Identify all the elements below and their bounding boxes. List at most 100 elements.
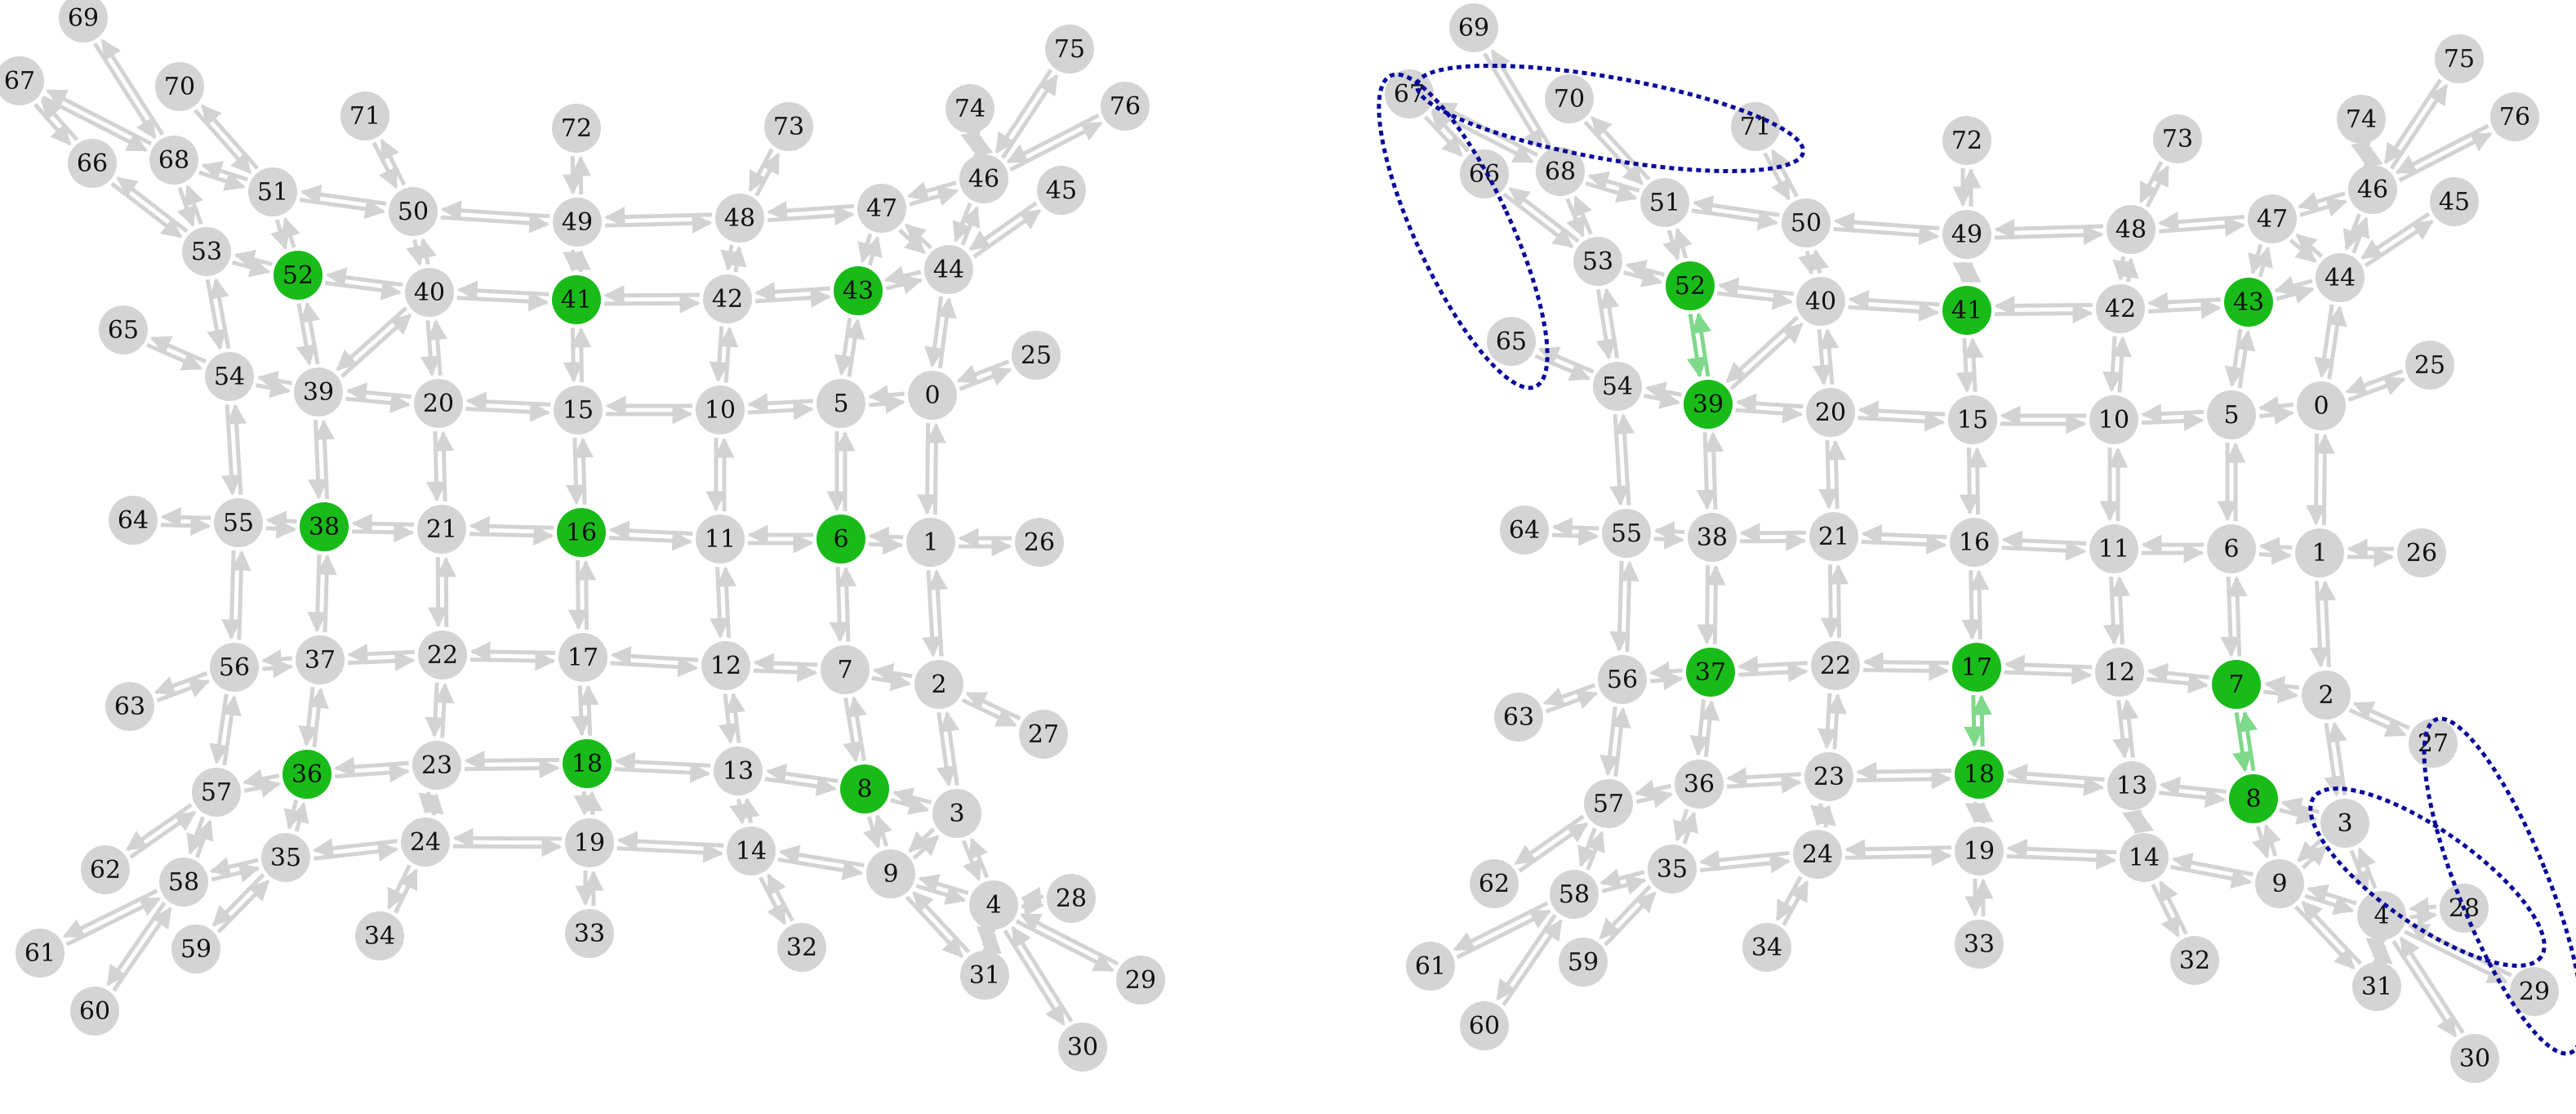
node-circle (261, 833, 310, 882)
edge-27-2 (2352, 701, 2411, 730)
node-circle (857, 184, 906, 233)
edge-13-18 (2006, 763, 2105, 784)
node-label: 71 (349, 102, 380, 131)
edge-41-40 (1848, 290, 1940, 311)
edge-12-17 (2004, 654, 2093, 675)
edge-24-19 (452, 836, 563, 858)
edge-45-44 (2360, 212, 2431, 260)
node-36: 36 (1675, 760, 1724, 809)
edge-76-46 (2395, 123, 2489, 175)
edge-48-47 (2159, 216, 2245, 237)
edge-52-40 (1716, 289, 1794, 310)
node-circle (2120, 833, 2169, 882)
edge-1-0 (925, 422, 946, 515)
node-label: 49 (562, 208, 593, 237)
edge-58-60 (106, 901, 167, 987)
edge-5-0 (869, 393, 906, 414)
node-circle (2320, 799, 2369, 848)
node-label: 2 (931, 671, 946, 699)
edge-46-44 (2342, 213, 2363, 251)
edge-67-68 (41, 95, 148, 153)
node-label: 54 (214, 363, 245, 391)
edge-20-40 (427, 319, 448, 376)
edge-21-38 (351, 513, 415, 534)
node-circle (1116, 956, 1165, 1005)
node-circle (2255, 859, 2304, 908)
node-20: 20 (1806, 388, 1855, 437)
node-label: 19 (1964, 837, 1995, 866)
edge-31-4 (981, 932, 1002, 955)
edge-7-8 (2232, 711, 2253, 773)
node-circle (2316, 253, 2365, 302)
edge-22-37 (347, 644, 415, 665)
node-circle (2170, 936, 2219, 985)
edge-42-48 (2118, 256, 2139, 283)
node-label: 55 (223, 509, 254, 537)
node-label: 64 (1509, 516, 1540, 545)
node-circle (1804, 752, 1853, 801)
edge-23-24 (1810, 803, 1831, 827)
node-label: 69 (68, 4, 99, 33)
node-layer: 0123456789101112131415161718192021222324… (0, 0, 1165, 1072)
node-label: 5 (2223, 401, 2239, 430)
node-73: 73 (764, 102, 813, 151)
node-37: 37 (1686, 648, 1735, 697)
edge-56-63 (153, 671, 208, 696)
edge-10-42 (2111, 336, 2133, 393)
node-49: 49 (1942, 210, 1991, 259)
node-label: 73 (773, 113, 804, 141)
edge-57-62 (125, 803, 193, 852)
node-label: 59 (180, 935, 211, 964)
node-label: 65 (1496, 328, 1527, 356)
edge-46-75 (1000, 74, 1059, 159)
edge-75-46 (2383, 78, 2443, 165)
node-68: 68 (1536, 147, 1585, 196)
edge-34-24 (1782, 880, 1809, 926)
edge-23-24 (418, 791, 439, 815)
node-20: 20 (414, 379, 463, 428)
edge-37-22 (1738, 662, 1809, 683)
edge-52-51 (1672, 227, 1693, 259)
edge-7-6 (2227, 576, 2248, 657)
node-label: 12 (710, 652, 741, 680)
edge-8-3 (2278, 804, 2318, 825)
node-label: 11 (705, 525, 736, 554)
edge-68-51 (198, 170, 246, 191)
edge-44-43 (883, 265, 922, 286)
edge-13-12 (2118, 698, 2139, 758)
node-8: 8 (2229, 774, 2278, 823)
node-circle (171, 925, 220, 974)
node-21: 21 (1809, 512, 1858, 561)
node-label: 72 (1951, 127, 1982, 155)
node-17: 17 (1952, 643, 2001, 692)
node-label: 37 (305, 646, 336, 675)
node-label: 39 (1693, 390, 1724, 419)
edge-44-47 (905, 223, 932, 250)
node-57: 57 (1584, 779, 1633, 828)
edge-64-55 (1551, 525, 1599, 546)
edge-63-56 (1545, 689, 1599, 714)
edge-17-18 (571, 685, 592, 737)
edge-1-0 (2314, 433, 2335, 526)
node-label: 16 (566, 519, 597, 547)
edge-17-18 (1964, 695, 1985, 747)
edge-47-46 (2299, 197, 2348, 217)
edge-38-37 (1697, 564, 1718, 645)
node-label: 24 (1802, 840, 1833, 869)
edge-55-64 (1551, 517, 1599, 538)
node-circle (340, 91, 389, 140)
edge-4-29 (2404, 929, 2508, 984)
node-circle (932, 789, 981, 838)
edge-22-17 (469, 650, 556, 671)
edge-71-50 (371, 141, 398, 189)
node-label: 49 (1951, 221, 1982, 249)
node-12: 12 (701, 641, 750, 690)
node-circle (2430, 177, 2479, 226)
edge-2-7 (872, 662, 913, 684)
node-layer: 0123456789101112131415161718192021222324… (1385, 3, 2559, 1083)
edge-58-57 (194, 819, 214, 858)
edge-36-37 (1699, 699, 1720, 757)
edge-62-57 (1518, 822, 1589, 873)
node-circle (1406, 942, 1455, 991)
node-label: 9 (2271, 870, 2287, 898)
